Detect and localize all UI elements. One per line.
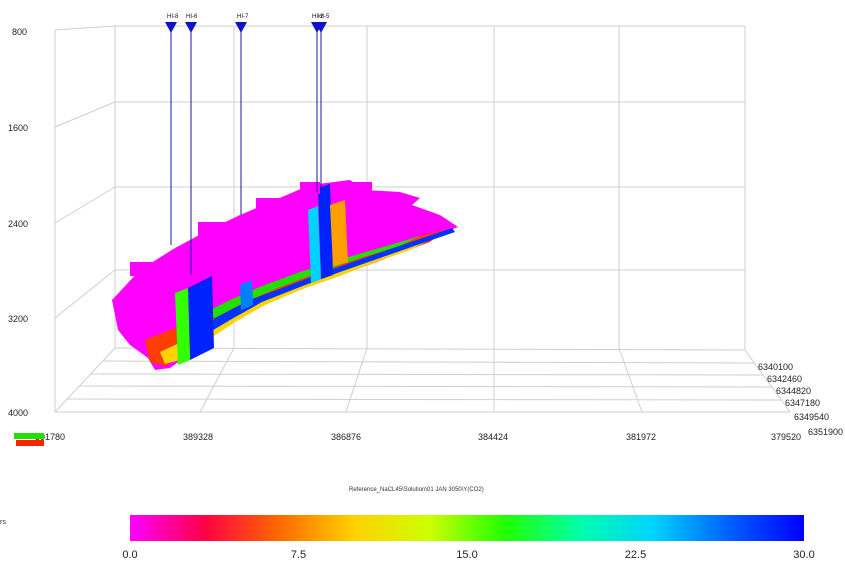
floor-grid-y (90, 373, 764, 376)
floor-grid-y (78, 385, 773, 388)
well-column-hi6-green (175, 288, 190, 365)
cell-block (350, 182, 372, 192)
floor-grid-x (618, 347, 643, 413)
depth-tick-label: 4000 (8, 408, 28, 418)
colorbar-tick-label: 7.5 (291, 549, 306, 561)
cell-block (256, 198, 280, 210)
y-tick-label: 6340100 (758, 362, 793, 372)
left-top-edge (54, 25, 116, 31)
result-caption: Reference_NaCL45\Solution\01 JAN 3050\Y(… (349, 487, 484, 493)
well-hi-2[interactable]: HI-2 (311, 14, 324, 192)
floor-left-edge (54, 347, 116, 413)
floor-back-edge (114, 347, 746, 351)
cell-block (198, 222, 226, 236)
x-tick-label: 389328 (183, 432, 213, 442)
well-column-hi6 (188, 276, 214, 360)
colorbar-tick-label: 22.5 (625, 549, 646, 561)
floor-grid-y (66, 398, 782, 401)
property-stub-label: rs (0, 519, 6, 526)
colorbar-tick-label: 30.0 (793, 549, 814, 561)
y-tick-label: 6342460 (767, 374, 802, 384)
well-markers[interactable]: HI-8 HI-6 HI-7 HI-2HI-5 (165, 14, 330, 275)
x-tick-label: 379520 (771, 432, 801, 442)
well-column-hi2 (318, 184, 333, 279)
well-head-marker[interactable] (165, 22, 177, 33)
floor-grid-x (345, 347, 368, 413)
well-hi-8[interactable]: HI-8 (165, 14, 179, 245)
well-head-marker[interactable] (315, 22, 327, 33)
left-grid (54, 101, 116, 128)
mini-legend-green (14, 433, 44, 439)
well-name-label: HI-7 (237, 14, 249, 20)
well-name-label: HI-6 (186, 14, 198, 20)
left-grid (54, 186, 116, 224)
mini-legend-red (16, 440, 44, 446)
well-name-label: HI-8 (167, 14, 179, 20)
well-head-marker[interactable] (185, 22, 197, 33)
floor-grid-x (199, 347, 235, 413)
reservoir-grid-body[interactable] (112, 180, 458, 370)
well-name-label: HI-2 (312, 14, 324, 20)
cell-block (130, 262, 156, 276)
depth-tick-label: 800 (12, 27, 27, 37)
y-tick-label: 6347180 (785, 398, 820, 408)
well-hi-7[interactable]: HI-7 (235, 14, 249, 215)
x-tick-label: 391780 (35, 432, 65, 442)
left-grid (54, 269, 116, 319)
depth-tick-label: 1600 (8, 123, 28, 133)
reservoir-band-blue (205, 228, 455, 335)
colorbar-tick-label: 0.0 (122, 549, 137, 561)
floor-grid-y (102, 360, 755, 364)
colorbar-tick-label: 15.0 (456, 549, 477, 561)
depth-axis: 800 1600 2400 3200 4000 (8, 27, 28, 418)
y-axis: 6340100 6342460 6344820 6347180 6349540 … (758, 362, 843, 437)
y-tick-label: 6351900 (808, 427, 843, 437)
x-axis: 391780 389328 386876 384424 381972 37952… (35, 432, 801, 442)
depth-tick-label: 2400 (8, 219, 28, 229)
well-column-hi2-orange (330, 200, 348, 266)
depth-tick-label: 3200 (8, 314, 28, 324)
well-hi-6[interactable]: HI-6 (185, 14, 198, 275)
well-head-marker[interactable] (235, 22, 247, 33)
mini-legend (14, 433, 44, 446)
x-tick-label: 384424 (478, 432, 508, 442)
colorbar-tick-labels: 0.0 7.5 15.0 22.5 30.0 (122, 549, 814, 561)
well-column-hi2-cyan (308, 206, 321, 283)
colorbar (130, 515, 804, 541)
well-column-hi7 (240, 280, 253, 310)
cell-block (300, 182, 320, 194)
reservoir-band-green (200, 236, 420, 318)
y-tick-label: 6349540 (794, 412, 829, 422)
x-tick-label: 381972 (626, 432, 656, 442)
floor-right-edge (744, 349, 791, 413)
well-hi-5[interactable]: HI-5 (315, 14, 330, 190)
y-tick-label: 6344820 (776, 386, 811, 396)
well-name-label: HI-5 (318, 14, 330, 20)
x-tick-label: 386876 (331, 432, 361, 442)
